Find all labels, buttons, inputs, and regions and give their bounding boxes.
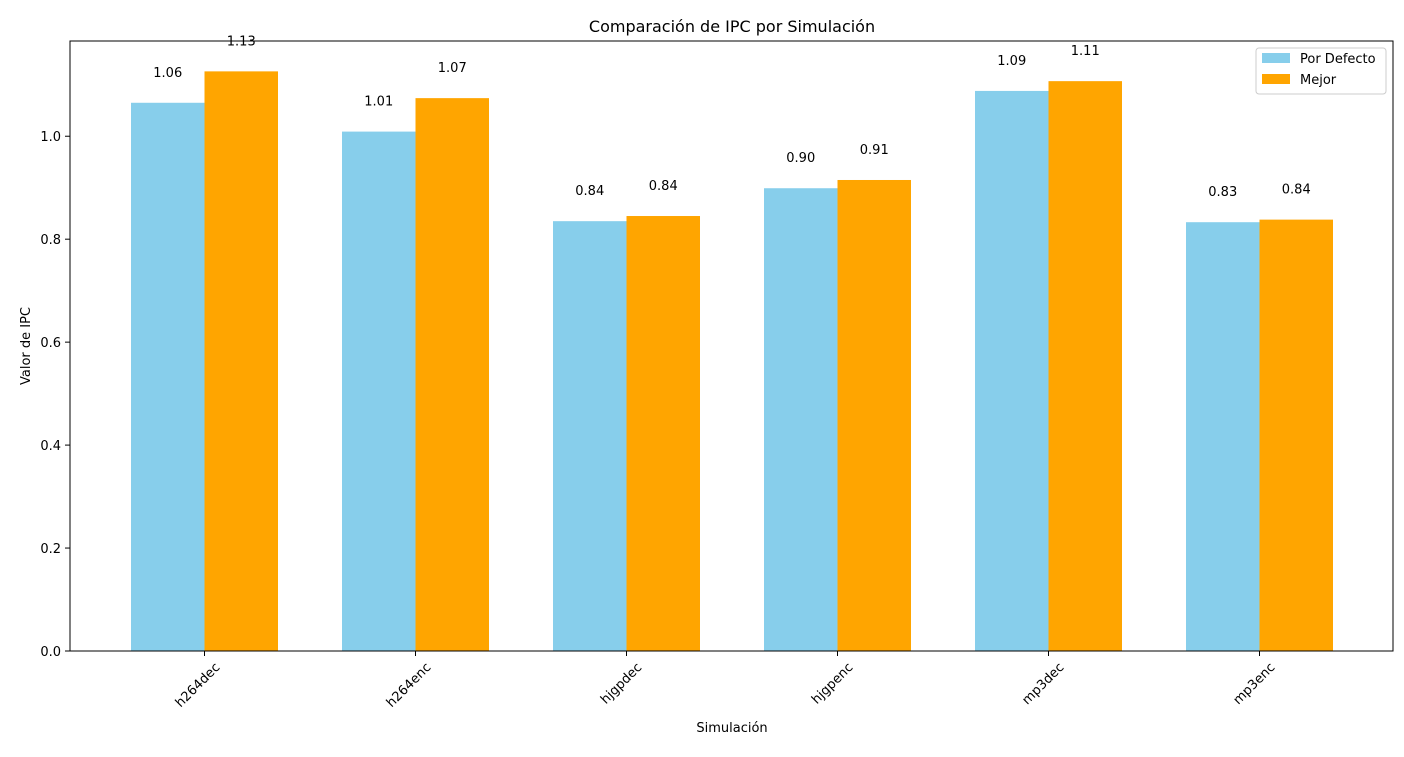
legend-swatch-mejor [1262, 74, 1290, 84]
x-tick-label-mp3dec: mp3dec [1020, 660, 1068, 708]
bar-mejor-h264enc [415, 98, 489, 652]
bar-mejor-mp3dec [1048, 81, 1122, 651]
bar-por-defecto-hjgpdec [553, 221, 627, 652]
data-label-por-defecto-h264enc: 1.01 [364, 95, 393, 110]
bar-mejor-hjgpdec [626, 216, 700, 651]
x-axis: h264dec h264enc hjgpdec hjgpenc mp3dec mp3enc [173, 651, 1279, 711]
bar-por-defecto-mp3enc [1186, 222, 1260, 652]
legend-label-por-defecto: Por Defecto [1300, 52, 1376, 67]
legend-swatch-por-defecto [1262, 53, 1290, 63]
x-tick-label-hjgpdec: hjgpdec [598, 660, 645, 707]
data-label-mejor-hjgpenc: 0.91 [860, 143, 889, 158]
y-tick-label: 0.4 [40, 439, 61, 454]
data-label-mejor-h264enc: 1.07 [438, 61, 467, 76]
plot-frame [69, 40, 1394, 652]
chart-title: Comparación de IPC por Simulación [589, 17, 875, 36]
y-tick-label: 0.6 [40, 336, 61, 351]
data-label-por-defecto-hjgpdec: 0.84 [575, 184, 604, 199]
y-axis-label: Valor de IPC [19, 307, 34, 385]
bars-layer [131, 71, 1333, 652]
x-tick-label-h264dec: h264dec [173, 660, 224, 711]
legend: Por Defecto Mejor [1255, 47, 1387, 95]
x-tick-label-hjgpenc: hjgpenc [809, 660, 856, 707]
y-tick-label: 0.8 [40, 233, 61, 248]
bar-por-defecto-h264enc [342, 131, 416, 652]
data-label-por-defecto-mp3enc: 0.83 [1208, 185, 1237, 200]
data-label-mejor-h264dec: 1.13 [227, 34, 256, 49]
bar-mejor-mp3enc [1259, 219, 1333, 652]
y-tick-label: 0.2 [40, 542, 61, 557]
y-axis: 0.0 0.2 0.4 0.6 0.8 1.0 [40, 130, 70, 660]
data-label-mejor-mp3dec: 1.11 [1071, 44, 1100, 59]
data-label-por-defecto-hjgpenc: 0.90 [786, 151, 815, 166]
bar-por-defecto-hjgpenc [764, 188, 838, 651]
y-tick-label: 1.0 [40, 130, 61, 145]
x-axis-label: Simulación [696, 721, 767, 736]
y-tick-label: 0.0 [40, 645, 61, 660]
data-label-mejor-mp3enc: 0.84 [1282, 183, 1311, 198]
data-labels-layer: 1.06 1.01 0.84 0.90 1.09 0.83 1.13 1.07 0.84 0.91… [153, 34, 1310, 200]
x-tick-label-h264enc: h264enc [384, 660, 435, 711]
data-label-por-defecto-mp3dec: 1.09 [997, 54, 1026, 69]
bar-por-defecto-mp3dec [975, 90, 1049, 651]
legend-label-mejor: Mejor [1300, 73, 1337, 88]
bar-mejor-h264dec [204, 71, 278, 651]
data-label-por-defecto-h264dec: 1.06 [153, 66, 182, 81]
x-tick-label-mp3enc: mp3enc [1231, 660, 1279, 708]
bar-por-defecto-h264dec [131, 102, 205, 651]
bar-mejor-hjgpenc [837, 179, 911, 651]
data-label-mejor-hjgpdec: 0.84 [649, 179, 678, 194]
